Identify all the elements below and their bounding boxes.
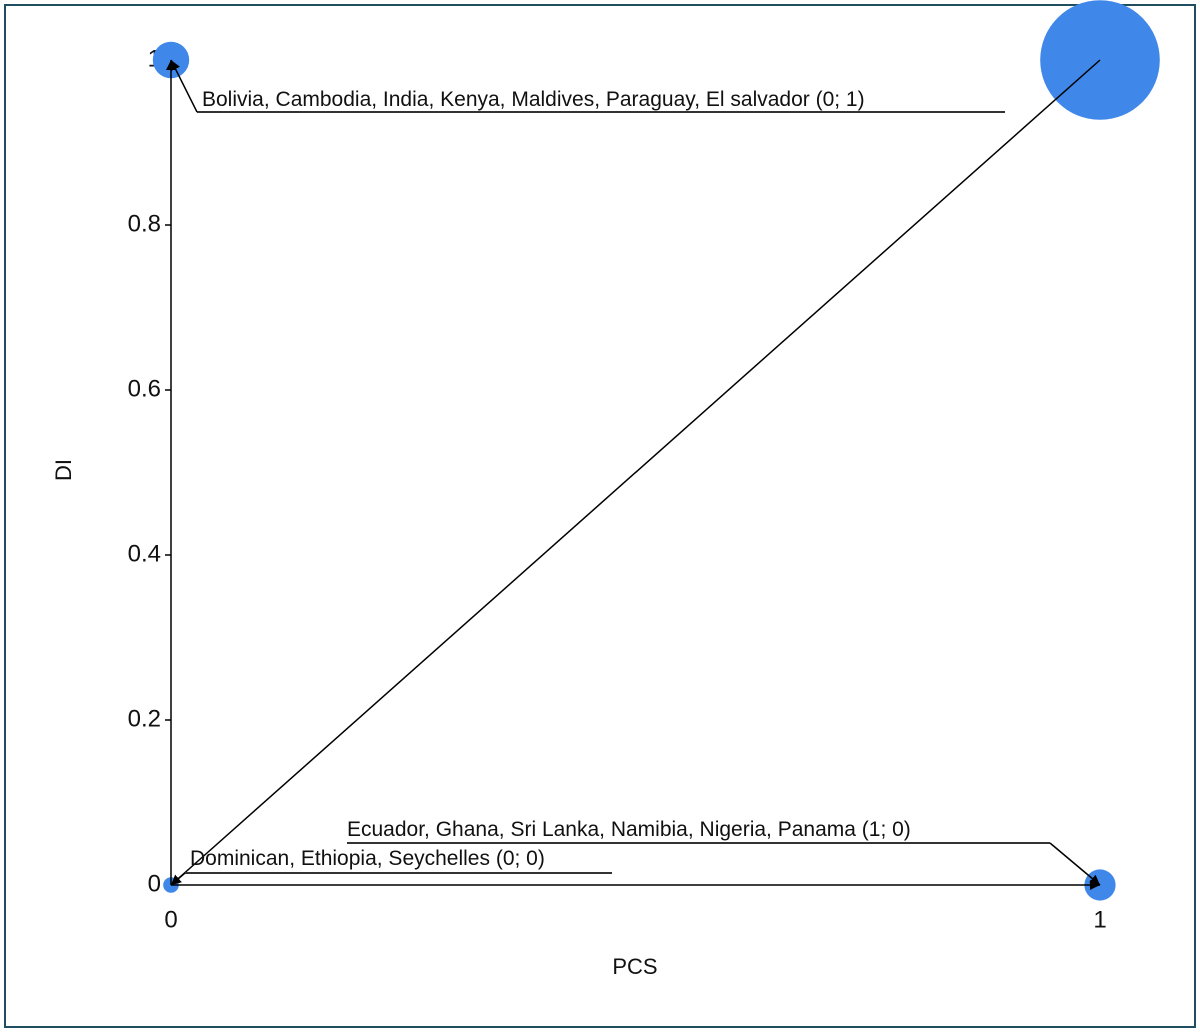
- callout-leader: [170, 872, 186, 886]
- y-tick-label: 0.6: [128, 375, 161, 402]
- y-tick-label: 0.4: [128, 540, 161, 567]
- point-label: Ecuador, Ghana, Sri Lanka, Namibia, Nige…: [347, 818, 911, 841]
- point-label: Dominican, Ethiopia, Seychelles (0; 0): [190, 847, 545, 870]
- callout-leader: [170, 59, 198, 113]
- callout-leader: [1049, 842, 1101, 886]
- x-axis-title: PCS: [612, 954, 657, 979]
- arrow: [170, 59, 1101, 886]
- y-tick-label: 0: [148, 870, 161, 897]
- x-tick-label: 0: [164, 906, 177, 933]
- y-axis-title: DI: [51, 459, 76, 481]
- y-tick-label: 0.2: [128, 705, 161, 732]
- x-tick-label: 1: [1093, 906, 1106, 933]
- y-tick-label: 0.8: [128, 210, 161, 237]
- point-label: Bolivia, Cambodia, India, Kenya, Maldive…: [202, 88, 865, 111]
